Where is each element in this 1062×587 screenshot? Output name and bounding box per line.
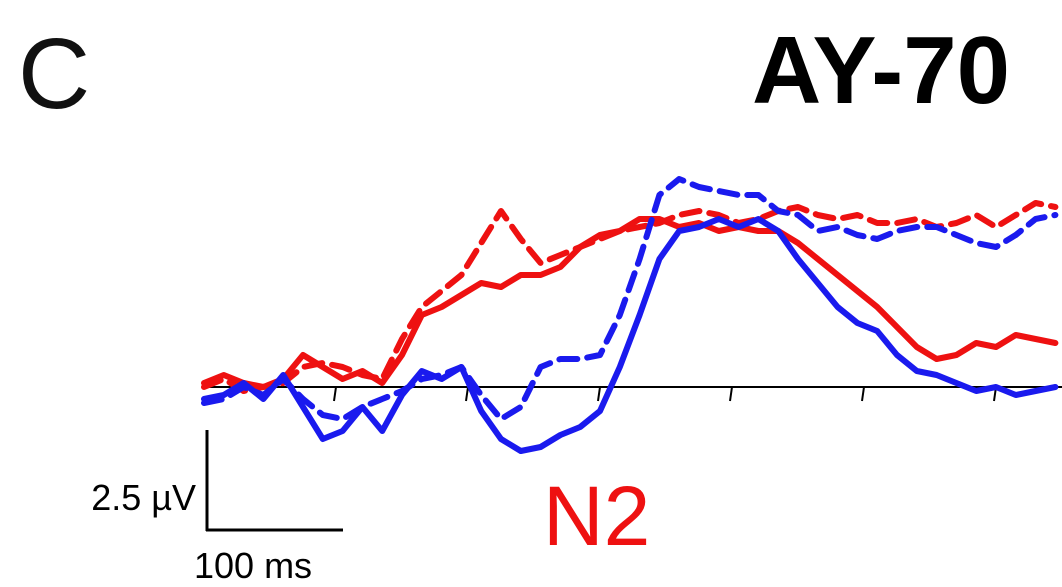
- n2-component-label: N2: [543, 469, 650, 563]
- series-layer: [201, 176, 1059, 454]
- amplitude-scale-label: 2.5 µV: [91, 477, 196, 518]
- scale-bar: 2.5 µV 100 ms: [91, 430, 343, 586]
- plot-area: [201, 176, 1062, 454]
- x-tick-400ms: [729, 386, 733, 402]
- x-tick-300ms: [597, 386, 601, 402]
- series-line-blue-solid: [201, 216, 1059, 454]
- series-line-blue-dashed: [201, 176, 1059, 422]
- time-scale-label: 100 ms: [194, 545, 312, 586]
- x-tick-500ms: [861, 386, 865, 402]
- series-line-red-dashed: [201, 200, 1059, 394]
- x-axis-ticks: [333, 386, 997, 402]
- chart-title: AY-70: [752, 17, 1010, 124]
- x-tick-200ms: [465, 386, 469, 402]
- series-line-red-solid: [201, 216, 1059, 390]
- panel-label: C: [18, 18, 90, 130]
- x-tick-100ms: [333, 386, 337, 402]
